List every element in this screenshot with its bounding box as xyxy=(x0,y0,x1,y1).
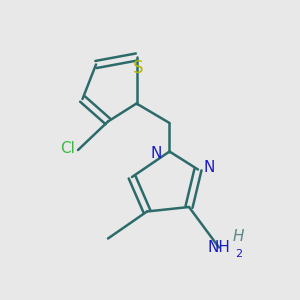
Text: N: N xyxy=(151,146,162,160)
Text: H: H xyxy=(233,229,244,244)
Text: 2: 2 xyxy=(236,249,243,259)
Text: N: N xyxy=(203,160,215,175)
Text: Cl: Cl xyxy=(60,141,75,156)
Text: S: S xyxy=(133,59,143,77)
Text: NH: NH xyxy=(208,240,230,255)
